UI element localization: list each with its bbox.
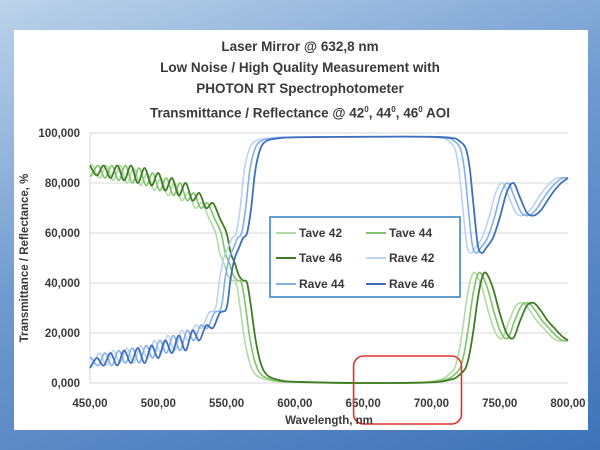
x-tick-label: 550,00	[209, 398, 244, 410]
title-line-2: Low Noise / High Quality Measurement wit…	[160, 60, 440, 75]
legend-label: Rave 46	[389, 277, 435, 291]
title-line-4-mid2: , 46	[395, 105, 419, 121]
x-tick-label: 600,00	[277, 398, 312, 410]
x-tick-label: 650,00	[346, 398, 381, 410]
title-line-4-suffix: AOI	[422, 105, 450, 121]
title-line-3: PHOTON RT Spectrophotometer	[196, 81, 404, 96]
x-tick-label: 450,00	[72, 398, 107, 410]
legend-label: Tave 44	[389, 226, 432, 240]
title-degree-1: 0	[364, 105, 369, 114]
legend-label: Rave 42	[389, 251, 435, 265]
x-tick-label: 800,00	[550, 398, 585, 410]
y-tick-label: 40,000	[45, 278, 80, 290]
title-line-4: Transmittance / Reflectance @ 420, 440, …	[90, 99, 510, 124]
series-line-rave-44	[89, 135, 569, 367]
highlight-box	[352, 355, 463, 425]
series-line-tave-46	[89, 164, 569, 384]
title-line-1: Laser Mirror @ 632,8 nm	[221, 39, 379, 54]
y-tick-label: 0,000	[51, 378, 80, 390]
x-tick-label: 750,00	[482, 398, 517, 410]
title-degree-3: 0	[418, 105, 423, 114]
x-axis-label: Wavelength, nm	[285, 415, 373, 427]
y-tick-label: 60,000	[45, 228, 80, 240]
x-tick-label: 700,00	[414, 398, 449, 410]
legend-label: Rave 44	[299, 277, 345, 291]
title-line-4-prefix: Transmittance / Reflectance @ 42	[150, 105, 365, 121]
chart-title: Laser Mirror @ 632,8 nm Low Noise / High…	[90, 36, 510, 124]
y-tick-label: 100,000	[38, 128, 80, 140]
legend-box	[269, 216, 461, 298]
legend-label: Tave 42	[299, 226, 342, 240]
y-tick-label: 20,000	[45, 328, 80, 340]
legend-label: Tave 46	[299, 251, 342, 265]
series-line-rave-46	[89, 135, 569, 369]
title-line-4-mid1: , 44	[368, 105, 392, 121]
y-tick-label: 80,000	[45, 178, 80, 190]
series-line-tave-44	[89, 164, 569, 384]
title-degree-2: 0	[391, 105, 396, 114]
x-tick-label: 500,00	[141, 398, 176, 410]
y-axis-label: Transmittance / Reflectance, %	[19, 174, 31, 343]
